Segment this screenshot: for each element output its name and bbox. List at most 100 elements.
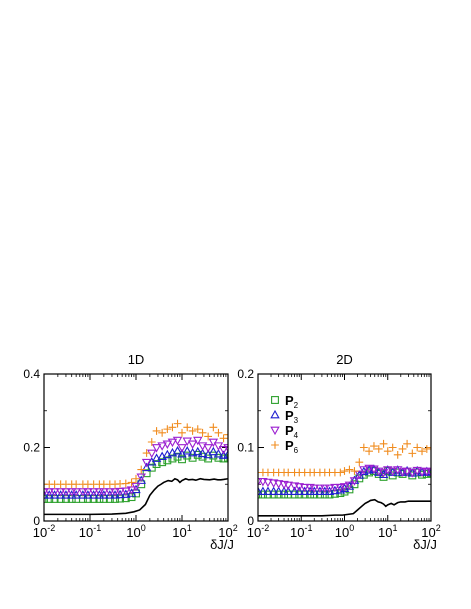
legend-label-p2: P2 [285,393,299,410]
data-point-p3 [105,490,115,499]
data-point-p4 [147,449,157,459]
data-point-p6 [219,434,228,443]
data-point-p4 [162,440,173,449]
data-point-p4 [299,483,310,493]
data-point-p4 [99,488,109,497]
chart-title: 1D [128,352,145,367]
data-point-p4 [141,458,152,468]
data-point-p4 [151,444,162,453]
data-point-p4 [258,477,263,487]
data-point-p4 [397,468,408,477]
data-point-p2 [44,494,48,503]
data-point-p3 [115,489,125,499]
data-point-p3 [49,490,60,499]
data-point-p3 [182,446,192,455]
data-point-p6 [163,425,172,434]
data-point-p4 [44,488,54,497]
data-point-p4 [387,467,398,477]
data-point-p2 [163,456,172,465]
x-tick-label: 10-1 [79,523,101,540]
data-point-p3 [324,486,335,495]
data-point-p4 [177,444,187,453]
data-point-p6 [132,474,140,483]
data-point-p4 [268,479,279,488]
data-point-p6 [379,439,388,448]
data-point-p6 [418,447,426,456]
data-point-p4 [157,442,167,451]
data-point-p4 [136,473,146,483]
data-point-p6 [147,438,156,446]
data-point-p6 [427,443,431,452]
chart-title: 2D [336,352,353,367]
data-point-p2 [209,451,218,460]
x-tick-label: 101 [172,523,191,540]
data-point-p4 [131,482,141,492]
data-point-p4 [283,481,293,491]
data-point-p4 [94,488,105,497]
data-point-p4 [324,484,335,494]
plot-frame [257,373,432,522]
legend-marker-p6 [271,441,279,449]
data-point-p3 [66,490,77,499]
data-point-p4 [71,488,81,497]
data-point-p6 [408,449,417,458]
data-point-p4 [197,442,208,451]
x-tick-label: 10-1 [290,523,312,540]
data-point-p4 [115,487,125,497]
data-point-p4 [349,477,360,486]
plot-frame [43,373,229,522]
data-point-p4 [344,481,355,491]
data-point-p4 [330,483,340,493]
data-point-p4 [273,480,284,489]
data-point-p6 [413,443,422,452]
data-point-p6 [198,428,207,437]
data-point-p4 [49,488,60,497]
data-point-p6 [398,445,407,453]
y-tick-label: 0 [33,514,40,528]
data-point-p6 [359,443,368,452]
plot-area [258,439,431,517]
series-line [258,498,431,517]
data-point-p3 [193,446,203,456]
data-point-p6 [72,480,81,489]
data-point-p3 [294,486,305,495]
data-point-p4 [335,483,346,493]
data-point-p3 [263,486,273,495]
data-point-p3 [320,486,330,495]
data-point-p4 [66,488,77,497]
data-point-p3 [83,490,93,499]
legend-marker-p2 [271,396,279,404]
legend-marker-p3 [270,409,280,419]
data-point-p6 [393,450,402,459]
plot-area [44,419,228,516]
data-point-p2 [214,453,223,462]
data-point-p2 [142,469,151,478]
data-point-p6 [370,442,378,450]
data-point-p3 [121,489,131,498]
data-point-p6 [178,428,186,437]
data-point-p6 [422,445,431,453]
y-tick-label: 0.2 [237,367,254,381]
y-tick-label: 0.2 [23,441,40,455]
data-point-p4 [187,440,198,449]
data-point-p3 [44,490,49,499]
data-point-p6 [224,430,228,439]
data-point-p6 [142,449,151,457]
data-point-p6 [209,423,218,432]
data-point-p4 [44,488,49,497]
data-point-p6 [388,443,397,452]
data-point-p6 [193,425,202,434]
y-tick-label: 0 [247,514,254,528]
data-point-p4 [55,488,66,497]
legend-label-p3: P3 [285,408,299,425]
data-point-p6 [173,419,182,428]
data-point-p6 [336,468,345,477]
data-point-p4 [167,438,178,448]
data-point-p4 [359,466,369,475]
data-point-p3 [61,490,71,499]
data-point-p3 [223,449,228,459]
data-point-p3 [197,448,208,458]
x-axis-label: δJ/J [413,537,437,552]
data-point-p3 [289,486,300,495]
data-point-p6 [137,465,146,474]
